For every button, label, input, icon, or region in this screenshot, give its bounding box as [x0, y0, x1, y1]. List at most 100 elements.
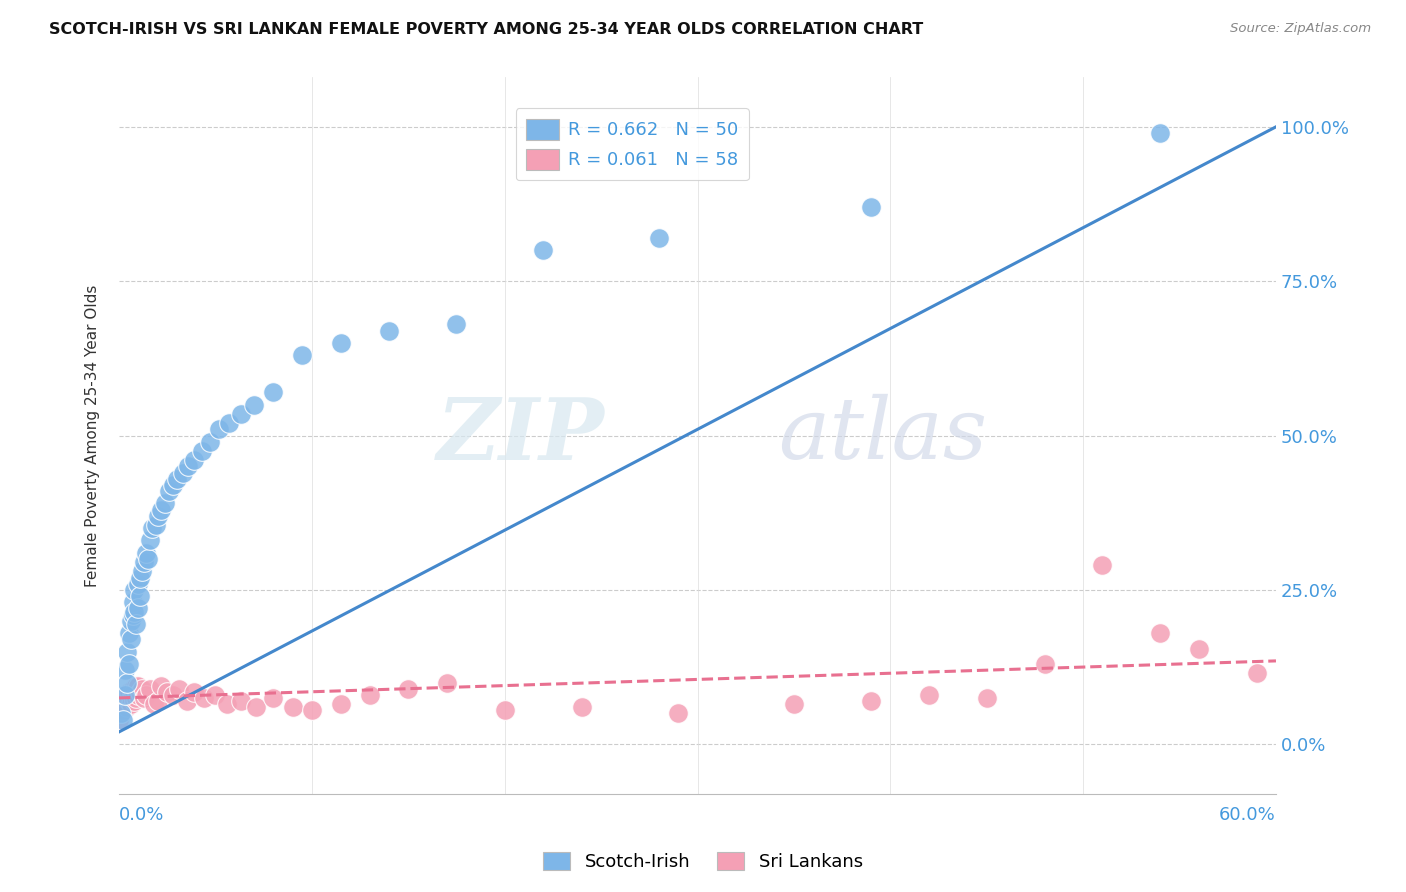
Point	[229, 694, 252, 708]
Point	[262, 690, 284, 705]
Point	[1091, 558, 1114, 573]
Text: atlas: atlas	[779, 394, 987, 477]
Point	[115, 645, 138, 659]
Point	[183, 453, 205, 467]
Point	[166, 472, 188, 486]
Point	[1188, 641, 1211, 656]
Point	[121, 595, 143, 609]
Point	[121, 688, 143, 702]
Point	[860, 694, 883, 708]
Point	[124, 582, 146, 597]
Point	[193, 690, 215, 705]
Point	[162, 478, 184, 492]
Text: 60.0%: 60.0%	[1219, 806, 1277, 824]
Point	[208, 422, 231, 436]
Point	[146, 508, 169, 523]
Point	[118, 694, 141, 708]
Point	[145, 518, 167, 533]
Point	[131, 681, 153, 696]
Point	[157, 484, 180, 499]
Legend: Scotch-Irish, Sri Lankans: Scotch-Irish, Sri Lankans	[536, 845, 870, 879]
Point	[127, 679, 149, 693]
Point	[127, 576, 149, 591]
Point	[531, 244, 554, 258]
Point	[301, 703, 323, 717]
Point	[129, 570, 152, 584]
Point	[146, 694, 169, 708]
Point	[494, 703, 516, 717]
Point	[110, 700, 132, 714]
Point	[127, 688, 149, 702]
Point	[121, 681, 143, 696]
Point	[446, 318, 468, 332]
Point	[150, 502, 173, 516]
Point	[215, 697, 238, 711]
Point	[111, 703, 134, 717]
Point	[110, 706, 132, 721]
Point	[281, 700, 304, 714]
Point	[378, 324, 401, 338]
Point	[291, 348, 314, 362]
Point	[115, 675, 138, 690]
Point	[229, 407, 252, 421]
Point	[108, 713, 131, 727]
Point	[111, 694, 134, 708]
Point	[115, 700, 138, 714]
Point	[118, 685, 141, 699]
Point	[141, 521, 163, 535]
Point	[396, 681, 419, 696]
Point	[1033, 657, 1056, 671]
Text: 0.0%: 0.0%	[120, 806, 165, 824]
Point	[120, 690, 142, 705]
Point	[150, 679, 173, 693]
Point	[204, 688, 226, 702]
Point	[124, 694, 146, 708]
Text: SCOTCH-IRISH VS SRI LANKAN FEMALE POVERTY AMONG 25-34 YEAR OLDS CORRELATION CHAR: SCOTCH-IRISH VS SRI LANKAN FEMALE POVERT…	[49, 22, 924, 37]
Point	[127, 601, 149, 615]
Point	[129, 685, 152, 699]
Point	[114, 688, 136, 702]
Point	[783, 697, 806, 711]
Point	[262, 385, 284, 400]
Point	[115, 688, 138, 702]
Point	[648, 231, 671, 245]
Point	[125, 679, 148, 693]
Y-axis label: Female Poverty Among 25-34 Year Olds: Female Poverty Among 25-34 Year Olds	[86, 285, 100, 587]
Point	[571, 700, 593, 714]
Point	[191, 444, 214, 458]
Point	[111, 713, 134, 727]
Point	[135, 688, 157, 702]
Point	[218, 416, 240, 430]
Point	[155, 496, 177, 510]
Point	[129, 589, 152, 603]
Point	[134, 555, 156, 569]
Point	[243, 398, 266, 412]
Point	[139, 533, 162, 548]
Point	[136, 552, 159, 566]
Point	[120, 614, 142, 628]
Point	[114, 663, 136, 677]
Point	[114, 690, 136, 705]
Point	[436, 675, 458, 690]
Point	[142, 697, 165, 711]
Point	[666, 706, 689, 721]
Point	[1149, 626, 1171, 640]
Point	[118, 657, 141, 671]
Point	[860, 200, 883, 214]
Point	[177, 459, 200, 474]
Point	[125, 690, 148, 705]
Point	[139, 681, 162, 696]
Point	[329, 697, 352, 711]
Point	[125, 616, 148, 631]
Point	[120, 697, 142, 711]
Point	[124, 685, 146, 699]
Point	[156, 685, 179, 699]
Point	[183, 685, 205, 699]
Point	[124, 605, 146, 619]
Point	[118, 626, 141, 640]
Point	[110, 706, 132, 721]
Point	[1149, 126, 1171, 140]
Legend: R = 0.662   N = 50, R = 0.061   N = 58: R = 0.662 N = 50, R = 0.061 N = 58	[516, 108, 749, 180]
Point	[131, 565, 153, 579]
Point	[135, 546, 157, 560]
